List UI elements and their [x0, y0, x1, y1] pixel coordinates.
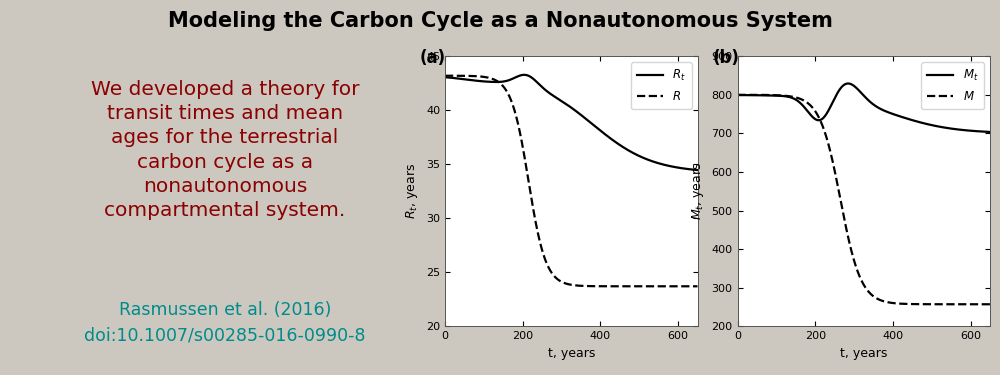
Text: We developed a theory for
transit times and mean
ages for the terrestrial
carbon: We developed a theory for transit times … [91, 80, 359, 220]
Text: Rasmussen et al. (2016)
doi:10.1007/s00285-016-0990-8: Rasmussen et al. (2016) doi:10.1007/s002… [84, 301, 366, 344]
Legend: $R_t$, $R$: $R_t$, $R$ [631, 62, 692, 109]
X-axis label: t, years: t, years [840, 346, 887, 360]
Text: Modeling the Carbon Cycle as a Nonautonomous System: Modeling the Carbon Cycle as a Nonautono… [168, 11, 832, 31]
Text: (b): (b) [712, 49, 739, 67]
Legend: $M_t$, $M$: $M_t$, $M$ [921, 62, 984, 109]
Text: (a): (a) [420, 49, 446, 67]
X-axis label: t, years: t, years [548, 346, 595, 360]
Y-axis label: $M_t$, years: $M_t$, years [690, 162, 706, 220]
Y-axis label: $R_t$, years: $R_t$, years [404, 163, 420, 219]
